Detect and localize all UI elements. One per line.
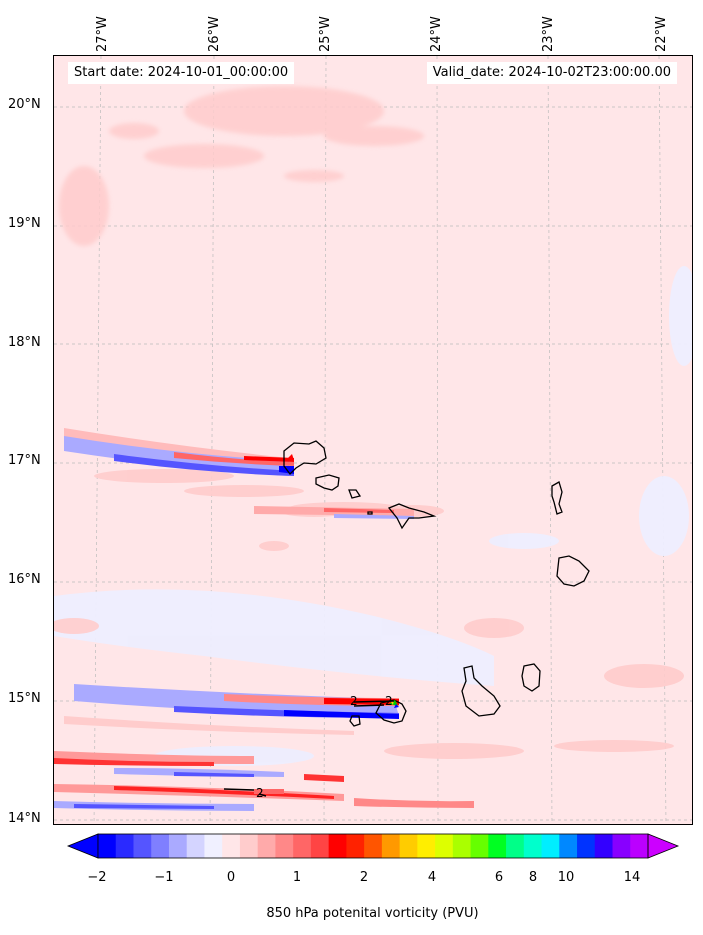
north-pink-patches [59,86,424,246]
colorbar-swatch [470,834,489,858]
contour-label: 2 [256,786,264,800]
colorbar-swatch [293,834,312,858]
northern-vorticity-streak [64,428,294,476]
colorbar-tick-label: 4 [427,870,437,885]
colorbar-tick-label: 1 [292,870,302,885]
island-outlines [283,440,590,727]
colorbar-swatch [399,834,418,858]
colorbar-swatch [204,834,223,858]
colorbar-tick-label: 10 [557,870,575,885]
colorbar-swatch [488,834,507,858]
colorbar-under-arrow [66,833,99,859]
colorbar-swatch [435,834,454,858]
colorbar-swatch [275,834,294,858]
colorbar-swatch [239,834,259,858]
contour-label: 2 [385,694,393,708]
southern-vorticity-streak [64,684,399,735]
colorbar-swatch [98,834,117,858]
colorbar-swatch [115,834,134,858]
colorbar-swatch [151,834,170,858]
colorbar-swatch [168,834,188,858]
colorbar-tick-label: 2 [359,870,369,885]
lat-label: 19°N [8,216,41,231]
middle-vorticity-streak [254,506,414,519]
lat-label: 17°N [8,453,41,468]
lon-label: 23°W [541,16,556,52]
colorbar-swatch [328,834,347,858]
colorbar-swatch [186,834,205,858]
colorbar-swatch [541,834,560,858]
colorbar [66,833,680,859]
colorbar-swatch [257,834,276,858]
colorbar-tick-label: 14 [623,870,641,885]
lon-label: 25°W [318,16,333,52]
colorbar-swatch [452,834,472,858]
lon-label: 27°W [95,16,110,52]
colorbar-swatch [630,834,649,858]
southern-band-bursts [54,751,474,811]
lat-label: 18°N [8,335,41,350]
colorbar-tick-label: 6 [494,870,504,885]
colorbar-tick-label: −2 [87,870,107,885]
colorbar-swatch [364,834,383,858]
start-date-label: Start date: 2024-10-01_00:00:00 [68,62,295,84]
lon-label: 26°W [207,16,222,52]
colorbar-tick-label: 8 [528,870,538,885]
colorbar-swatch [310,834,330,858]
colorbar-swatch [559,834,578,858]
colorbar-tick-label: 0 [226,870,236,885]
colorbar-swatch [222,834,241,858]
colorbar-label: 850 hPa potenital vorticity (PVU) [266,906,479,921]
colorbar-swatch [417,834,436,858]
colorbar-swatch [594,834,614,858]
contour-label: 2 [350,694,358,708]
contour-lines [223,700,395,797]
map-panel: 2 2 2 [53,55,693,825]
colorbar-swatch [523,834,543,858]
lon-label: 24°W [429,16,444,52]
colorbar-swatch [133,834,152,858]
lat-label: 16°N [8,572,41,587]
lat-label: 14°N [8,811,41,826]
colorbar-swatch [577,834,596,858]
faint-blue-regions [54,266,692,766]
lat-label: 20°N [8,97,41,112]
vorticity-field [54,56,692,824]
colorbar-swatch [506,834,525,858]
colorbar-swatch [346,834,365,858]
colorbar-swatch [381,834,401,858]
colorbar-swatch [612,834,631,858]
valid-date-label: Valid_date: 2024-10-02T23:00:00.00 [426,62,677,84]
island-color-marks [288,454,399,708]
lon-label: 22°W [654,16,669,52]
colorbar-tick-label: −1 [154,870,174,885]
colorbar-over-arrow [647,833,680,859]
colorbar-frame [97,833,649,859]
lat-label: 15°N [8,691,41,706]
